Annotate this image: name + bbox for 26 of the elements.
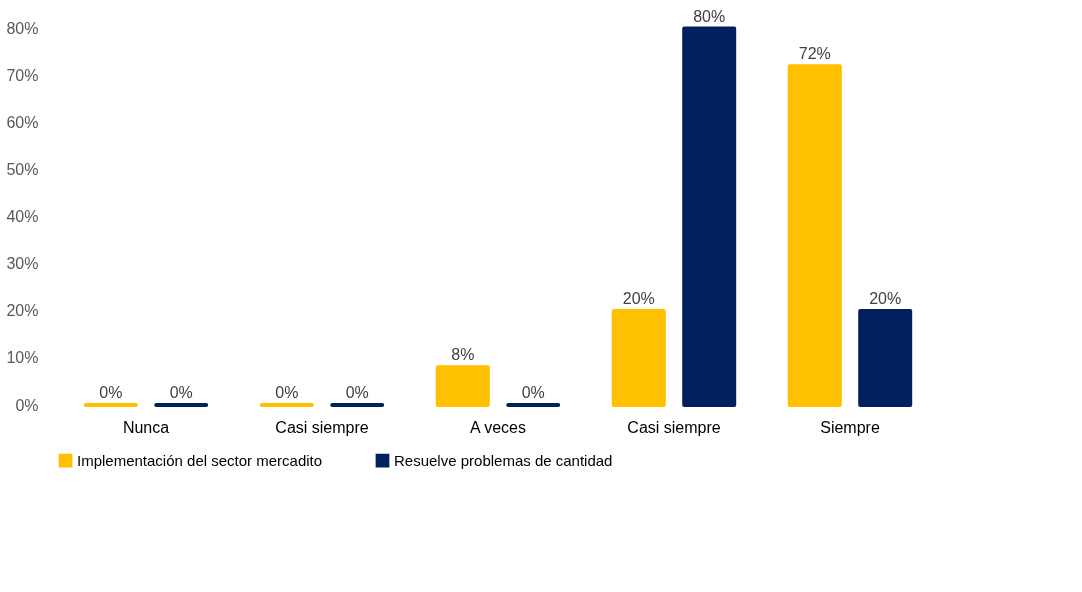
x-tick-label: Siempre xyxy=(820,418,880,436)
data-label: 20% xyxy=(622,289,655,307)
data-label: 72% xyxy=(798,45,831,63)
y-tick-label: 10% xyxy=(6,349,39,367)
data-label: 0% xyxy=(169,384,193,401)
data-label: 0% xyxy=(99,384,123,401)
x-tick-label: Nunca xyxy=(122,418,170,436)
y-tick-label: 20% xyxy=(6,302,39,320)
y-tick-label: 50% xyxy=(6,161,39,179)
legend-label: Implementación del sector mercadito xyxy=(77,451,323,469)
data-label: 20% xyxy=(869,289,902,307)
data-label: 8% xyxy=(451,346,475,364)
legend-label: Resuelve problemas de cantidad xyxy=(394,451,613,469)
y-tick-label: 60% xyxy=(6,114,39,132)
y-tick-label: 0% xyxy=(15,396,39,414)
data-label: 0% xyxy=(521,384,545,401)
data-label: 0% xyxy=(275,384,299,401)
y-tick-label: 80% xyxy=(6,20,39,38)
x-tick-label: Casi siempre xyxy=(627,418,721,436)
y-tick-label: 30% xyxy=(6,255,39,273)
data-label: 0% xyxy=(345,384,369,401)
y-tick-label: 40% xyxy=(6,208,39,226)
x-tick-label: A veces xyxy=(469,418,527,436)
data-label: 80% xyxy=(693,7,726,25)
x-tick-label: Casi siempre xyxy=(275,418,369,436)
y-tick-label: 70% xyxy=(6,67,39,85)
